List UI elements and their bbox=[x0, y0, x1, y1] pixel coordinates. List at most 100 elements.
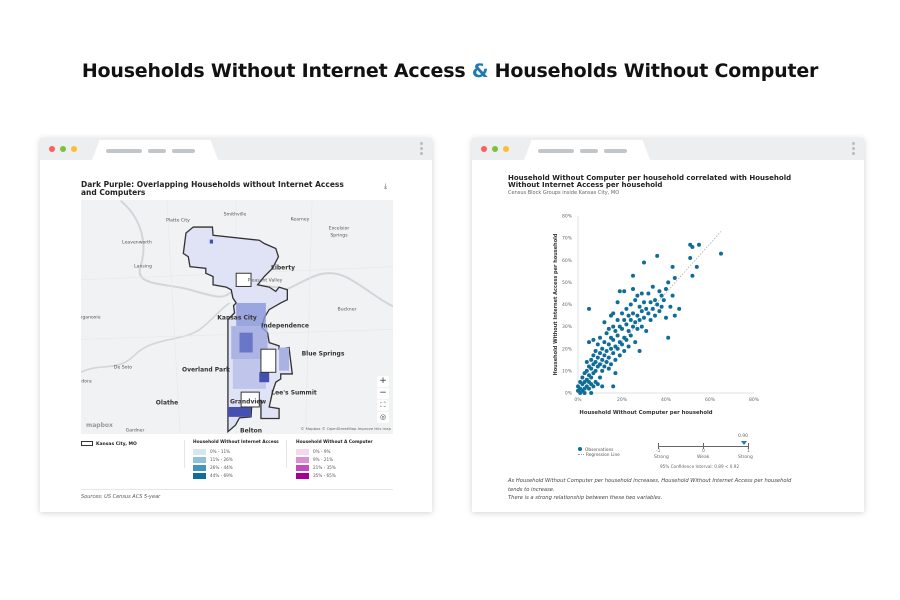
data-point bbox=[598, 362, 602, 367]
x-tick-label: 0% bbox=[574, 397, 582, 403]
data-point bbox=[664, 287, 668, 292]
chart-title: Household Without Computer per household… bbox=[508, 174, 792, 189]
minimize-window-button[interactable] bbox=[492, 146, 498, 152]
scale-label: Strong bbox=[654, 455, 669, 460]
scale-label: Strong bbox=[738, 455, 753, 460]
map-place-label: Lee's Summit bbox=[271, 389, 317, 397]
y-tick-label: 70% bbox=[562, 236, 573, 242]
data-point bbox=[582, 391, 587, 395]
data-point bbox=[591, 337, 596, 342]
map-place-label: Platte City bbox=[166, 218, 190, 224]
map-place-label: Belton bbox=[240, 427, 262, 435]
geolocate-button[interactable]: ◎ bbox=[377, 412, 389, 423]
close-window-button[interactable] bbox=[49, 146, 55, 152]
x-tick-label: 40% bbox=[661, 397, 672, 403]
data-point bbox=[653, 313, 657, 318]
y-tick-label: 50% bbox=[562, 280, 573, 286]
data-point bbox=[650, 306, 655, 311]
map-place-label: Gardner bbox=[125, 428, 145, 434]
data-point bbox=[635, 293, 640, 298]
data-point bbox=[600, 384, 605, 389]
map-place-label: Grandview bbox=[229, 398, 267, 406]
legend-swatch bbox=[193, 449, 206, 455]
data-point bbox=[624, 337, 629, 342]
sources-note: Sources: US Census ACS 5-year bbox=[81, 494, 161, 500]
data-point bbox=[602, 340, 607, 345]
map-place-label: Leavenworth bbox=[122, 240, 152, 246]
data-point bbox=[609, 346, 613, 351]
data-point bbox=[611, 351, 616, 356]
minimize-window-button[interactable] bbox=[60, 146, 66, 152]
data-point bbox=[637, 304, 642, 309]
data-point bbox=[584, 360, 589, 365]
legend-item: 26% - 44% bbox=[193, 464, 279, 472]
data-point bbox=[613, 371, 618, 376]
zoom-out-button[interactable]: − bbox=[377, 388, 389, 399]
data-point bbox=[639, 309, 644, 314]
correlation-value: 0.90 bbox=[738, 434, 749, 439]
data-point bbox=[635, 313, 640, 318]
data-point bbox=[595, 355, 600, 360]
data-point bbox=[690, 244, 695, 249]
boundary-legend: Kansas City, MO bbox=[81, 441, 137, 447]
legend-swatch bbox=[193, 457, 206, 463]
map-view[interactable]: Platte City Smithville Kearney Excelsior Spr… bbox=[81, 200, 393, 434]
close-window-button[interactable] bbox=[481, 146, 487, 152]
data-point bbox=[604, 348, 609, 353]
data-point bbox=[611, 311, 616, 316]
legend-swatch bbox=[193, 473, 206, 479]
maximize-window-button[interactable] bbox=[71, 146, 77, 152]
data-point bbox=[620, 342, 624, 347]
x-axis-label: Household Without Computer per household bbox=[579, 410, 712, 416]
map-attribution[interactable]: © Mapbox © OpenStreetMap Improve this ma… bbox=[300, 426, 391, 431]
data-point bbox=[600, 346, 605, 351]
legend-item: 35% - 65% bbox=[296, 472, 373, 480]
data-point bbox=[637, 317, 642, 322]
browser-tab-bar bbox=[472, 138, 864, 160]
mapbox-logo[interactable]: mapbox bbox=[86, 422, 113, 429]
data-point bbox=[655, 253, 660, 258]
y-tick-label: 10% bbox=[562, 368, 573, 374]
data-point bbox=[690, 273, 695, 278]
chart-subtitle: Census Block Groups inside Kansas City, … bbox=[508, 190, 620, 196]
zoom-in-button[interactable]: + bbox=[377, 376, 389, 387]
maximize-window-button[interactable] bbox=[503, 146, 509, 152]
legend-item: 44% - 69% bbox=[193, 472, 279, 480]
legend-swatch bbox=[296, 473, 309, 479]
data-point bbox=[642, 315, 646, 320]
kebab-menu-icon[interactable] bbox=[852, 142, 855, 157]
data-point bbox=[609, 362, 613, 367]
map-title: Dark Purple: Overlapping Households with… bbox=[81, 180, 344, 197]
data-point bbox=[593, 348, 598, 353]
map-canvas bbox=[81, 200, 393, 434]
data-point bbox=[664, 315, 668, 320]
data-point bbox=[653, 298, 657, 303]
data-point bbox=[611, 324, 616, 329]
browser-tab[interactable] bbox=[92, 140, 218, 160]
fullscreen-button[interactable]: ⛶ bbox=[377, 400, 389, 411]
kebab-menu-icon[interactable] bbox=[420, 142, 423, 157]
data-point bbox=[589, 375, 594, 380]
scale-tick: 1 bbox=[747, 449, 750, 454]
data-point bbox=[661, 298, 666, 303]
download-chart-icon[interactable]: ⤓ bbox=[384, 182, 388, 190]
data-point bbox=[602, 353, 607, 358]
correlation-marker-icon bbox=[741, 441, 747, 445]
data-point bbox=[600, 357, 605, 362]
computer-legend: Household Without A Computer 0% - 9% 9% -… bbox=[296, 440, 373, 480]
browser-tab[interactable] bbox=[524, 140, 650, 160]
data-point bbox=[628, 302, 633, 307]
data-point bbox=[670, 264, 675, 269]
data-point bbox=[587, 386, 591, 391]
x-tick-label: 60% bbox=[705, 397, 716, 403]
y-axis-label: Household Without Internet Access per ho… bbox=[553, 233, 559, 375]
data-point bbox=[626, 313, 631, 318]
data-point bbox=[622, 348, 627, 353]
data-point bbox=[589, 357, 594, 362]
internet-access-legend: Household Without Internet Access 0% - 1… bbox=[193, 440, 279, 480]
y-tick-label: 0% bbox=[565, 391, 573, 397]
data-point bbox=[617, 289, 622, 294]
data-point bbox=[595, 382, 600, 387]
data-point bbox=[633, 340, 638, 345]
data-point bbox=[624, 322, 629, 327]
